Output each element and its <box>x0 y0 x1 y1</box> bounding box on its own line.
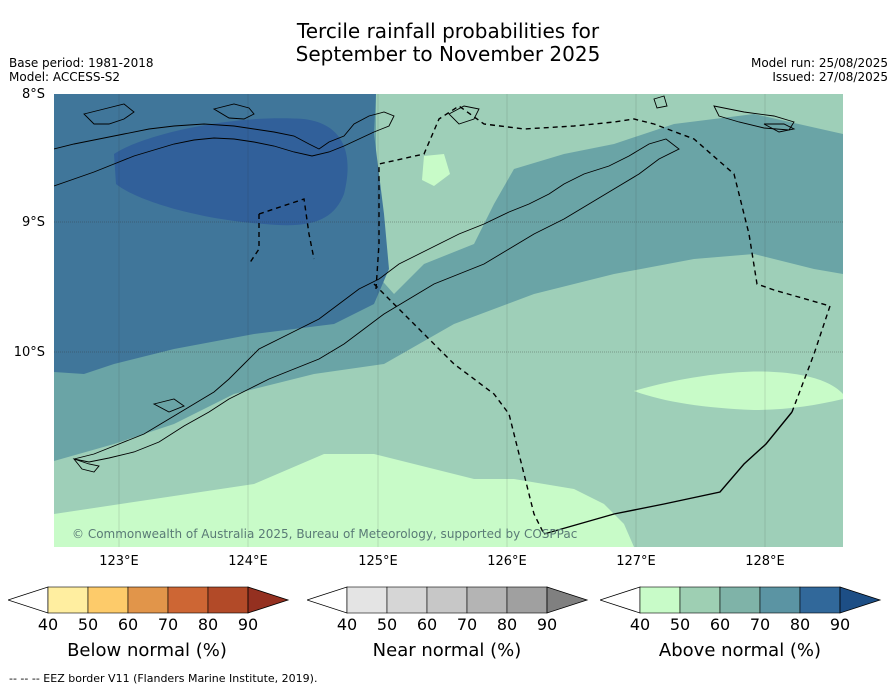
model-name: Model: ACCESS-S2 <box>9 70 121 84</box>
colorbar-tick: 60 <box>709 615 731 634</box>
zone-above-40-50-north <box>422 154 450 186</box>
colorbar-tick: 40 <box>37 615 59 634</box>
zone-above-80-90 <box>114 118 348 226</box>
meta-right: Model run: 25/08/2025 Issued: 27/08/2025 <box>751 56 888 84</box>
lon-label-126e: 126°E <box>487 554 527 569</box>
colorbar-tick: 60 <box>416 615 438 634</box>
lat-label-10s: 10°S <box>13 345 45 360</box>
title-line-1: Tercile rainfall probabilities for <box>296 19 600 43</box>
zone-above-40-50-south <box>54 454 634 547</box>
colorbar-segment <box>759 586 801 614</box>
zone-above-50-60-south <box>54 254 843 547</box>
colorbar-segment <box>207 586 249 614</box>
lat-label-9s: 9°S <box>21 215 45 230</box>
colorbar-segment <box>346 586 388 614</box>
lon-label-128e: 128°E <box>745 554 785 569</box>
footer-note: -- -- -- EEZ border V11 (Flanders Marine… <box>9 672 318 685</box>
eez-border-solid <box>543 411 793 535</box>
colorbar-title-above: Above normal (%) <box>658 640 822 661</box>
grid-lines <box>54 94 843 547</box>
colorbar-tick: 80 <box>496 615 518 634</box>
base-period: Base period: 1981-2018 <box>9 56 154 70</box>
colorbar-segment <box>506 586 548 614</box>
colorbar-extend-low <box>600 586 641 614</box>
colorbar-tick: 80 <box>789 615 811 634</box>
colorbar-tick: 90 <box>536 615 558 634</box>
colorbar-segment <box>386 586 428 614</box>
zone-above-50-60-north <box>376 94 843 294</box>
colorbar-segment <box>47 586 89 614</box>
lon-label-127e: 127°E <box>616 554 656 569</box>
colorbar-extend-high <box>839 586 882 614</box>
copyright-text: © Commonwealth of Australia 2025, Bureau… <box>72 527 577 541</box>
colorbar-segment <box>127 586 169 614</box>
colorbar-extend-low <box>307 586 348 614</box>
colorbar-tick: 60 <box>117 615 139 634</box>
colorbar-extend-high <box>546 586 589 614</box>
colorbar-tick: 70 <box>157 615 179 634</box>
colorbar-tick: 40 <box>629 615 651 634</box>
colorbar-tick: 90 <box>829 615 851 634</box>
zone-above-40-50-east <box>634 371 843 410</box>
colorbar-segment <box>426 586 468 614</box>
chart-title: Tercile rainfall probabilities for Septe… <box>0 20 896 66</box>
issued-date: Issued: 27/08/2025 <box>772 70 888 84</box>
colorbar-segment <box>719 586 761 614</box>
colorbar-segment <box>87 586 129 614</box>
title-line-2: September to November 2025 <box>295 42 601 66</box>
colorbar-tick: 50 <box>669 615 691 634</box>
coastlines <box>54 95 796 473</box>
colorbar-segment <box>167 586 209 614</box>
colorbar-extend-low <box>8 586 49 614</box>
lon-label-125e: 125°E <box>358 554 398 569</box>
colorbar-extend-high <box>247 586 290 614</box>
colorbar-near-normal <box>307 586 589 614</box>
map-panel: © Commonwealth of Australia 2025, Bureau… <box>54 94 843 547</box>
colorbar-tick: 70 <box>749 615 771 634</box>
colorbar-title-near: Near normal (%) <box>372 640 522 661</box>
colorbar-segment <box>466 586 508 614</box>
colorbar-title-below: Below normal (%) <box>67 640 227 661</box>
lon-label-123e: 123°E <box>99 554 139 569</box>
colorbar-segment <box>639 586 681 614</box>
lon-label-124e: 124°E <box>228 554 268 569</box>
meta-left: Base period: 1981-2018 Model: ACCESS-S2 <box>9 56 154 84</box>
colorbar-tick: 90 <box>237 615 259 634</box>
lat-label-8s: 8°S <box>21 87 45 102</box>
model-run: Model run: 25/08/2025 <box>750 56 888 70</box>
colorbar-tick: 40 <box>336 615 358 634</box>
colorbar-tick: 50 <box>77 615 99 634</box>
colorbar-segment <box>799 586 841 614</box>
colorbar-tick: 50 <box>376 615 398 634</box>
colorbar-tick: 80 <box>197 615 219 634</box>
eez-border <box>248 105 831 535</box>
colorbar-tick: 70 <box>456 615 478 634</box>
colorbar-below-normal <box>8 586 290 614</box>
colorbar-segment <box>679 586 721 614</box>
colorbar-above-normal <box>600 586 882 614</box>
